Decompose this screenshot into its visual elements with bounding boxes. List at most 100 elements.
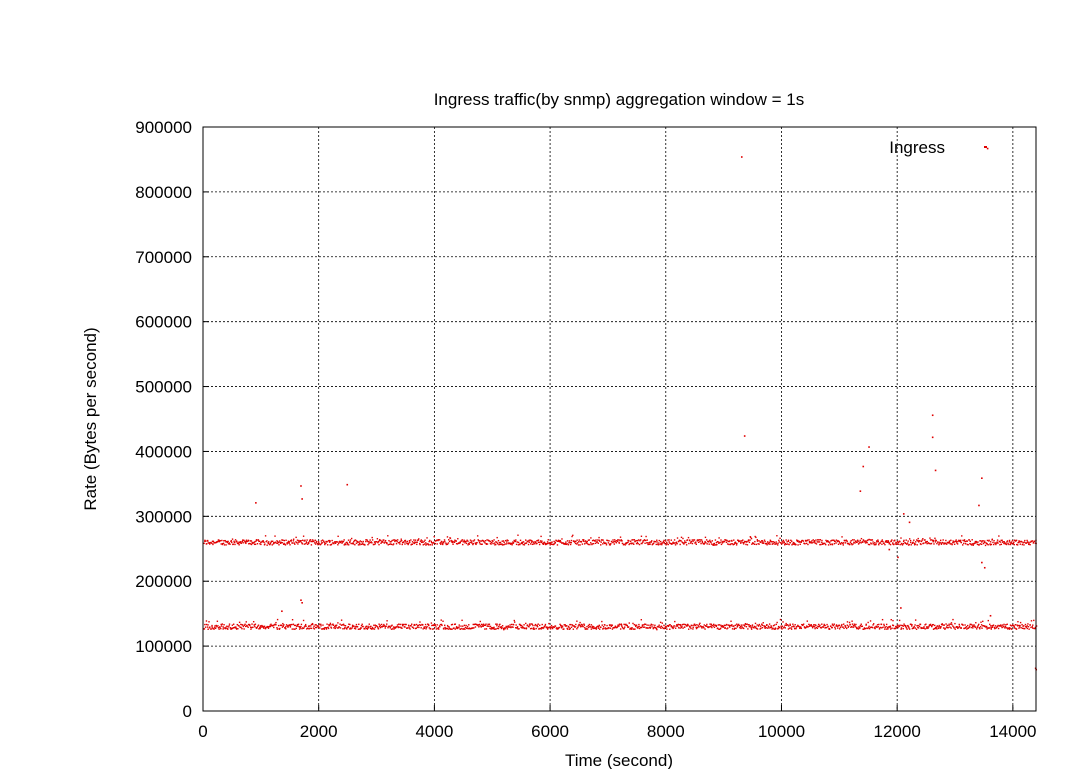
data-point: [898, 619, 901, 622]
data-point: [732, 543, 735, 546]
data-point: [317, 626, 320, 629]
data-point: [653, 626, 656, 628]
data-point: [1012, 542, 1015, 545]
data-point: [696, 539, 699, 541]
data-point: [527, 543, 530, 546]
data-point: [630, 628, 633, 630]
data-point: [779, 537, 781, 539]
data-point: [512, 623, 515, 626]
data-point: [892, 624, 895, 627]
data-point: [214, 542, 217, 544]
data-point: [559, 623, 561, 626]
data-point: [304, 539, 306, 541]
data-point: [915, 628, 918, 630]
data-point: [985, 625, 988, 628]
data-point: [419, 543, 421, 546]
data-point: [314, 626, 317, 629]
data-point: [538, 627, 540, 630]
data-point: [502, 540, 505, 542]
data-point: [443, 539, 446, 541]
data-point: [777, 544, 779, 546]
data-point: [307, 541, 310, 544]
data-point: [856, 541, 858, 543]
data-point: [890, 628, 892, 630]
data-point: [875, 543, 877, 545]
data-point: [237, 542, 240, 545]
data-point: [264, 535, 267, 537]
data-point: [979, 540, 981, 542]
data-point: [542, 543, 544, 545]
data-point: [930, 624, 932, 627]
data-point: [771, 541, 774, 543]
data-point: [568, 628, 571, 630]
data-point: [495, 541, 497, 543]
data-point: [955, 539, 957, 541]
data-point: [425, 628, 427, 630]
data-point: [722, 625, 725, 628]
data-point: [478, 623, 481, 626]
data-point: [521, 626, 524, 628]
data-point: [987, 619, 989, 622]
data-point: [634, 540, 636, 542]
data-point: [386, 620, 388, 622]
data-point: [943, 624, 945, 626]
data-point: [982, 540, 984, 542]
data-point: [255, 540, 257, 542]
data-point: [917, 624, 919, 627]
data-point: [525, 627, 528, 629]
data-point: [878, 543, 880, 546]
data-point: [910, 544, 912, 546]
data-point: [433, 624, 435, 627]
data-point: [849, 541, 852, 543]
data-point: [882, 626, 884, 629]
data-point: [646, 627, 648, 629]
data-point: [999, 624, 1002, 626]
data-point: [920, 626, 922, 629]
data-point: [228, 542, 231, 544]
data-point: [988, 627, 991, 629]
data-point: [591, 539, 594, 542]
data-point: [884, 541, 887, 543]
data-point: [340, 624, 343, 626]
data-point: [818, 541, 821, 543]
data-point: [934, 537, 936, 539]
data-point: [835, 625, 837, 627]
data-point: [559, 541, 561, 543]
data-point: [739, 625, 742, 628]
data-point: [640, 535, 643, 537]
data-point: [520, 626, 522, 629]
data-point: [529, 624, 531, 627]
data-point: [611, 628, 614, 630]
data-point: [780, 542, 782, 544]
data-point: [279, 541, 281, 544]
data-point: [623, 627, 625, 630]
data-point: [719, 541, 721, 543]
data-point: [247, 540, 249, 542]
data-point: [219, 626, 221, 629]
data-point: [838, 542, 841, 544]
data-point: [648, 626, 651, 629]
data-point: [390, 543, 393, 546]
data-point: [431, 544, 433, 546]
data-point: [768, 626, 770, 628]
data-point: [209, 626, 211, 628]
data-point: [488, 625, 490, 627]
data-point: [703, 542, 706, 544]
data-point: [302, 627, 305, 630]
data-point: [963, 542, 965, 545]
data-point: [558, 540, 561, 542]
data-point: [710, 543, 713, 545]
data-point: [769, 626, 772, 629]
data-point: [876, 541, 878, 543]
data-point: [761, 540, 764, 542]
data-point: [408, 627, 411, 629]
data-point: [427, 623, 430, 626]
data-point: [789, 623, 791, 625]
data-point: [851, 539, 854, 541]
data-point: [915, 541, 917, 543]
data-point: [804, 543, 806, 545]
data-point: [733, 543, 735, 545]
data-point: [516, 626, 519, 628]
data-point: [247, 626, 249, 628]
data-point: [208, 621, 210, 623]
